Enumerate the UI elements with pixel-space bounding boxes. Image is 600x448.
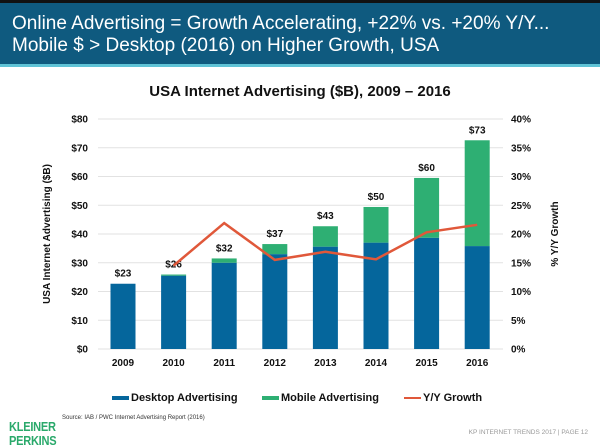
bar-mobile-advertising <box>161 274 187 276</box>
legend-swatch <box>112 396 129 400</box>
bar-desktop-advertising <box>262 254 288 349</box>
y2-tick-label: 15% <box>511 258 531 269</box>
y2-tick-label: 25% <box>511 201 531 212</box>
total-label: $60 <box>418 163 435 174</box>
x-tick-label: 2013 <box>314 358 337 369</box>
y2-tick-label: 10% <box>511 287 531 298</box>
logo-line2: PERKINS <box>9 433 57 448</box>
bar-mobile-advertising <box>464 140 490 247</box>
bar-desktop-advertising <box>211 262 237 349</box>
y-tick-label: $70 <box>71 143 88 154</box>
chart-title: USA Internet Advertising ($B), 2009 – 20… <box>149 83 451 100</box>
y2-tick-label: 0% <box>511 345 526 356</box>
total-label: $43 <box>317 211 334 222</box>
y-tick-label: $0 <box>77 345 89 356</box>
y-tick-label: $10 <box>71 316 88 327</box>
page-footer: KP INTERNET TRENDS 2017 | PAGE 12 <box>468 429 588 436</box>
x-tick-label: 2009 <box>112 358 135 369</box>
bar-mobile-advertising <box>312 226 338 247</box>
y2-axis-label: % Y/Y Growth <box>550 201 561 266</box>
slide-title-line2: Mobile $ > Desktop (2016) on Higher Grow… <box>12 35 440 56</box>
y-tick-label: $60 <box>71 172 88 183</box>
total-label: $23 <box>115 269 132 280</box>
kleiner-perkins-logo: KLEINER PERKINS <box>9 419 57 448</box>
legend-mobile: Mobile Advertising <box>262 392 379 404</box>
y-tick-label: $80 <box>71 115 88 126</box>
bar-mobile-advertising <box>363 206 389 243</box>
bar-mobile-advertising <box>414 177 440 238</box>
slide-title-line1: Online Advertising = Growth Accelerating… <box>12 13 550 34</box>
x-tick-label: 2010 <box>162 358 185 369</box>
y2-tick-label: 35% <box>511 143 531 154</box>
bar-desktop-advertising <box>161 275 187 349</box>
y-tick-label: $20 <box>71 287 88 298</box>
legend-desktop: Desktop Advertising <box>112 392 238 404</box>
source-note: Source: IAB / PWC Internet Advertising R… <box>62 415 205 421</box>
x-tick-label: 2016 <box>466 358 489 369</box>
bar-desktop-advertising <box>414 237 440 349</box>
legend-swatch <box>262 396 279 400</box>
legend-label: Y/Y Growth <box>423 392 483 404</box>
x-tick-label: 2012 <box>264 358 287 369</box>
x-tick-label: 2014 <box>365 358 388 369</box>
y-tick-label: $30 <box>71 258 88 269</box>
total-label: $32 <box>216 243 233 254</box>
y-tick-label: $50 <box>71 201 88 212</box>
x-tick-label: 2015 <box>415 358 438 369</box>
legend-label: Desktop Advertising <box>131 392 238 404</box>
legend-label: Mobile Advertising <box>281 392 379 404</box>
y2-tick-label: 40% <box>511 115 531 126</box>
bar-desktop-advertising <box>312 246 338 349</box>
legend-swatch <box>404 397 421 399</box>
bar-desktop-advertising <box>110 283 136 349</box>
y-tick-label: $40 <box>71 230 88 241</box>
y2-tick-label: 30% <box>511 172 531 183</box>
total-label: $37 <box>266 229 283 240</box>
bar-mobile-advertising <box>211 258 237 263</box>
total-label: $50 <box>368 192 385 203</box>
logo-line1: KLEINER <box>9 419 56 434</box>
x-tick-label: 2011 <box>213 358 235 369</box>
slide-header: Online Advertising = Growth Accelerating… <box>0 3 600 64</box>
bar-desktop-advertising <box>464 246 490 349</box>
top-border <box>0 0 600 3</box>
y-axis-label: USA Internet Advertising ($B) <box>42 164 53 304</box>
header-accent-line <box>0 64 600 67</box>
legend-growth: Y/Y Growth <box>404 392 482 404</box>
bar-mobile-advertising <box>262 244 288 255</box>
y2-tick-label: 20% <box>511 230 531 241</box>
y2-tick-label: 5% <box>511 316 526 327</box>
total-label: $73 <box>469 125 486 136</box>
